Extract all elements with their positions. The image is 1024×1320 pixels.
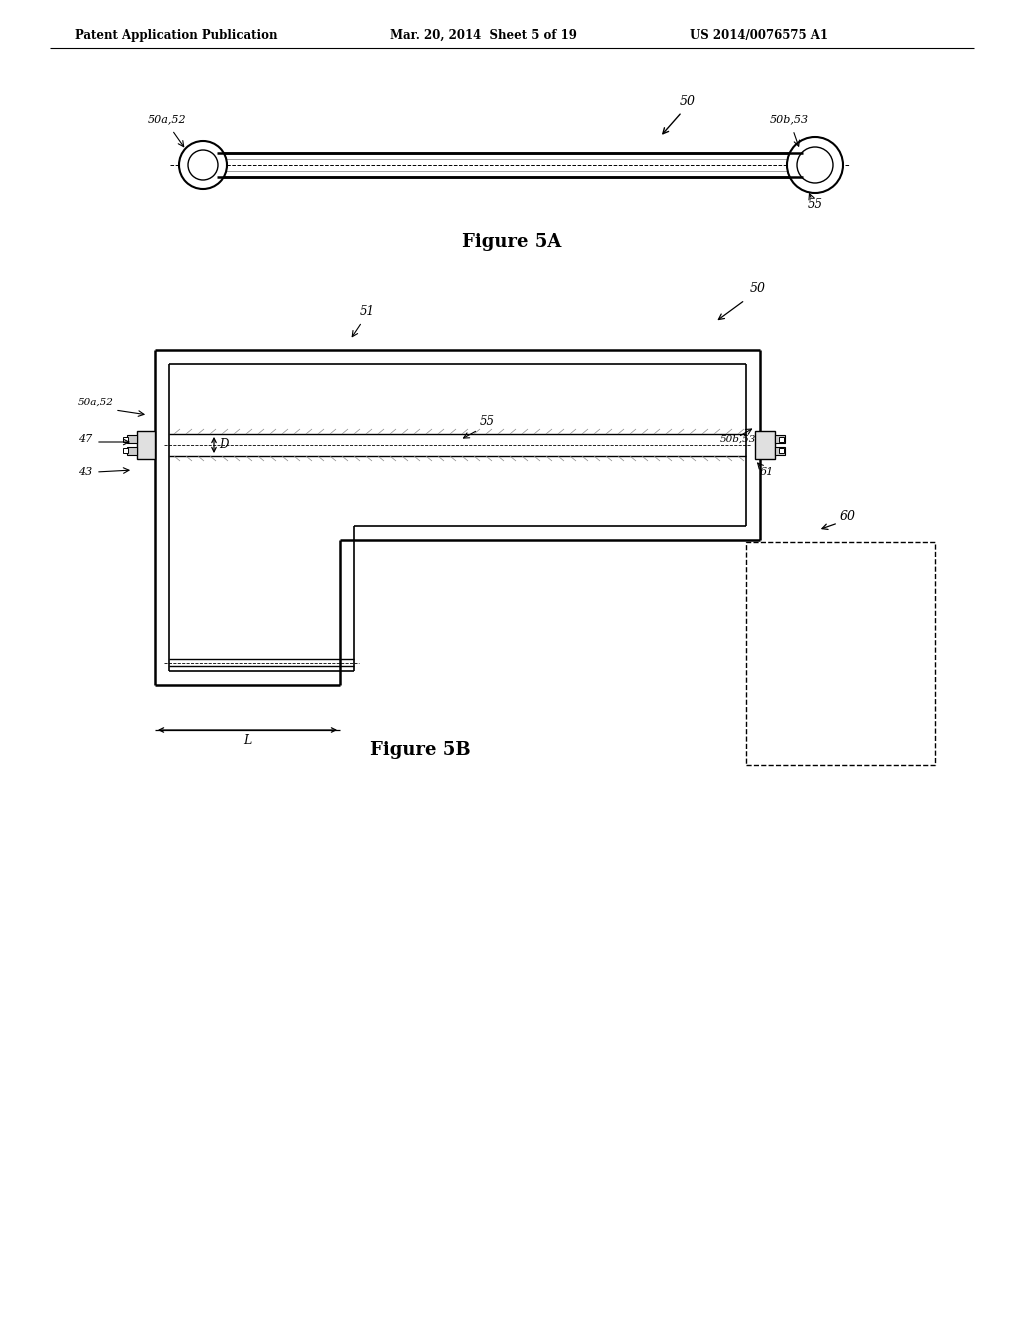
Bar <box>123 447 128 453</box>
Ellipse shape <box>787 137 843 193</box>
Text: 61: 61 <box>760 467 774 477</box>
Text: 50: 50 <box>750 282 766 294</box>
Text: 60: 60 <box>840 510 856 523</box>
Text: 55: 55 <box>480 414 495 428</box>
Text: Patent Application Publication: Patent Application Publication <box>75 29 278 41</box>
Bar <box>127 436 137 444</box>
Text: 51: 51 <box>360 305 375 318</box>
Text: 50a,52: 50a,52 <box>148 114 186 124</box>
Text: 47: 47 <box>78 434 92 444</box>
Text: 50b,53: 50b,53 <box>720 436 757 444</box>
Text: Figure 5A: Figure 5A <box>462 234 562 251</box>
Text: Mar. 20, 2014  Sheet 5 of 19: Mar. 20, 2014 Sheet 5 of 19 <box>390 29 577 41</box>
Text: 50a,52: 50a,52 <box>78 399 114 407</box>
Bar <box>137 432 155 459</box>
Ellipse shape <box>797 147 833 183</box>
Text: 50: 50 <box>680 95 696 108</box>
Text: 43: 43 <box>78 467 92 477</box>
Bar <box>779 437 784 442</box>
Bar <box>123 437 128 442</box>
Text: US 2014/0076575 A1: US 2014/0076575 A1 <box>690 29 828 41</box>
Bar <box>779 447 784 453</box>
Bar <box>127 447 137 455</box>
Text: 50b,53: 50b,53 <box>770 114 809 124</box>
Bar <box>746 543 935 766</box>
Text: Figure 5B: Figure 5B <box>370 741 470 759</box>
Bar <box>755 432 775 459</box>
Bar <box>775 436 785 444</box>
Text: D: D <box>219 438 228 451</box>
Text: 55: 55 <box>808 198 823 211</box>
Text: L: L <box>244 734 252 747</box>
Bar <box>775 447 785 455</box>
Ellipse shape <box>188 150 218 180</box>
Ellipse shape <box>179 141 227 189</box>
